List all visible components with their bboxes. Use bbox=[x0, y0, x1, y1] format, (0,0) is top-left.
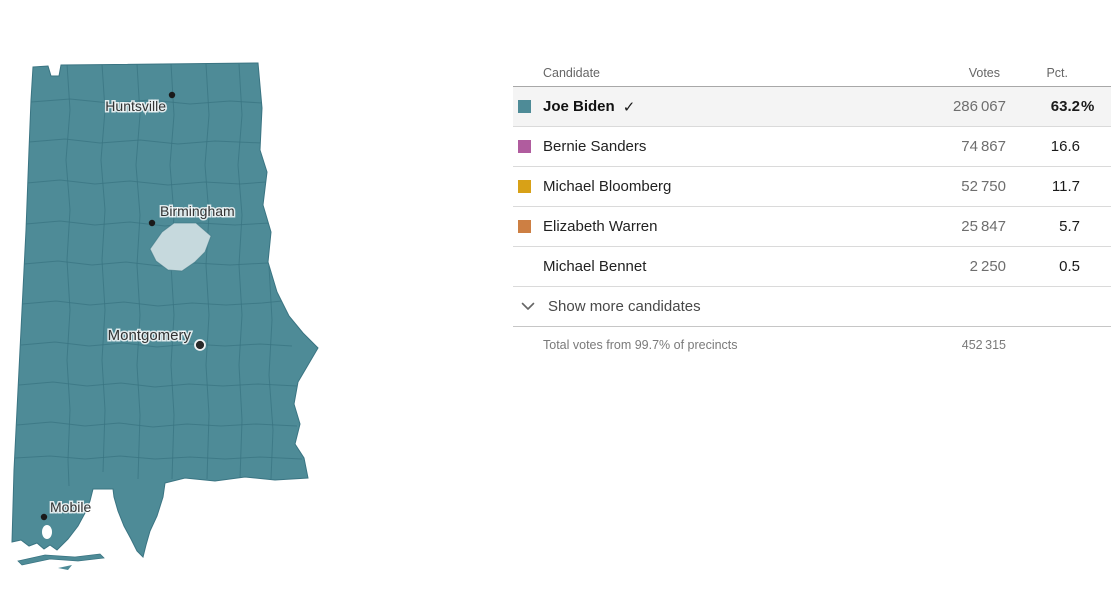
candidate-cell: Michael Bloomberg bbox=[513, 178, 886, 195]
header-votes: Votes bbox=[968, 66, 1000, 80]
city-huntsville: Huntsville bbox=[104, 91, 176, 116]
city-label: Birmingham bbox=[160, 203, 235, 219]
pct-value: 0.5 bbox=[1059, 258, 1080, 275]
alabama-map-svg: Huntsville Birmingham Montgomery Mobile bbox=[11, 62, 319, 570]
table-row-elizabeth-warren: Elizabeth Warren 25 847 5.7 bbox=[513, 207, 1111, 247]
candidate-color-swatch bbox=[518, 140, 531, 153]
votes-value: 2 250 bbox=[969, 258, 1006, 275]
city-mobile: Mobile bbox=[40, 498, 93, 521]
candidate-color-swatch bbox=[518, 220, 531, 233]
candidate-name: Michael Bennet bbox=[543, 258, 647, 275]
table-row-michael-bloomberg: Michael Bloomberg 52 750 11.7 bbox=[513, 167, 1111, 207]
total-votes-label: Total votes from 99.7% of precincts bbox=[543, 338, 738, 352]
pct-percent-sign: % bbox=[1081, 98, 1095, 115]
pct-value: 16.6 bbox=[1050, 138, 1080, 155]
show-more-label: Show more candidates bbox=[548, 298, 701, 315]
candidate-cell: Elizabeth Warren bbox=[513, 218, 886, 235]
city-dot bbox=[40, 513, 48, 521]
winner-check-icon: ✓ bbox=[622, 98, 636, 116]
candidate-color-swatch bbox=[518, 260, 531, 273]
candidate-color-swatch bbox=[518, 180, 531, 193]
candidate-cell: Bernie Sanders bbox=[513, 138, 886, 155]
barrier-island bbox=[17, 553, 105, 566]
pct-number: 63.2 bbox=[1050, 98, 1080, 115]
results-table: Candidate Votes Pct. Joe Biden ✓ 286 067… bbox=[513, 60, 1111, 363]
candidate-cell: Michael Bennet bbox=[513, 258, 886, 275]
table-row-michael-bennet: Michael Bennet 2 250 0.5 bbox=[513, 247, 1111, 287]
alabama-state-shape[interactable] bbox=[11, 62, 319, 558]
city-dot bbox=[148, 219, 156, 227]
city-label: Montgomery bbox=[108, 327, 192, 344]
total-votes-row: Total votes from 99.7% of precincts 452 … bbox=[513, 327, 1111, 363]
candidate-name: Elizabeth Warren bbox=[543, 218, 658, 235]
mobile-bay-inlet bbox=[42, 525, 52, 539]
show-more-candidates-button[interactable]: Show more candidates bbox=[513, 287, 1111, 327]
votes-value: 52 750 bbox=[961, 178, 1006, 195]
votes-value: 286 067 bbox=[952, 98, 1006, 115]
candidate-name: Michael Bloomberg bbox=[543, 178, 672, 195]
highlighted-county[interactable] bbox=[149, 222, 212, 272]
city-birmingham: Birmingham bbox=[148, 202, 236, 227]
city-label: Mobile bbox=[50, 499, 91, 515]
votes-value: 25 847 bbox=[961, 218, 1006, 235]
city-montgomery: Montgomery bbox=[106, 326, 206, 351]
pct-value: 5.7 bbox=[1059, 218, 1080, 235]
capital-dot bbox=[194, 339, 206, 351]
table-row-bernie-sanders: Bernie Sanders 74 867 16.6 bbox=[513, 127, 1111, 167]
pct-value: 11.7 bbox=[1051, 178, 1080, 195]
table-header-row: Candidate Votes Pct. bbox=[513, 60, 1111, 87]
city-label: Huntsville bbox=[105, 98, 166, 114]
chevron-down-icon bbox=[521, 302, 535, 311]
candidate-name: Joe Biden bbox=[543, 98, 615, 115]
table-row-joe-biden: Joe Biden ✓ 286 067 63.2% bbox=[513, 87, 1111, 127]
header-candidate: Candidate bbox=[543, 66, 600, 80]
total-votes-value: 452 315 bbox=[961, 338, 1006, 352]
header-pct: Pct. bbox=[1046, 66, 1068, 80]
pct-value: 63.2% bbox=[1006, 98, 1095, 115]
votes-value: 74 867 bbox=[961, 138, 1006, 155]
city-dot bbox=[168, 91, 176, 99]
barrier-island-small bbox=[58, 565, 72, 570]
candidate-cell: Joe Biden ✓ bbox=[513, 98, 886, 116]
state-map: Huntsville Birmingham Montgomery Mobile bbox=[0, 0, 340, 600]
candidate-color-swatch bbox=[518, 100, 531, 113]
candidate-name: Bernie Sanders bbox=[543, 138, 647, 155]
